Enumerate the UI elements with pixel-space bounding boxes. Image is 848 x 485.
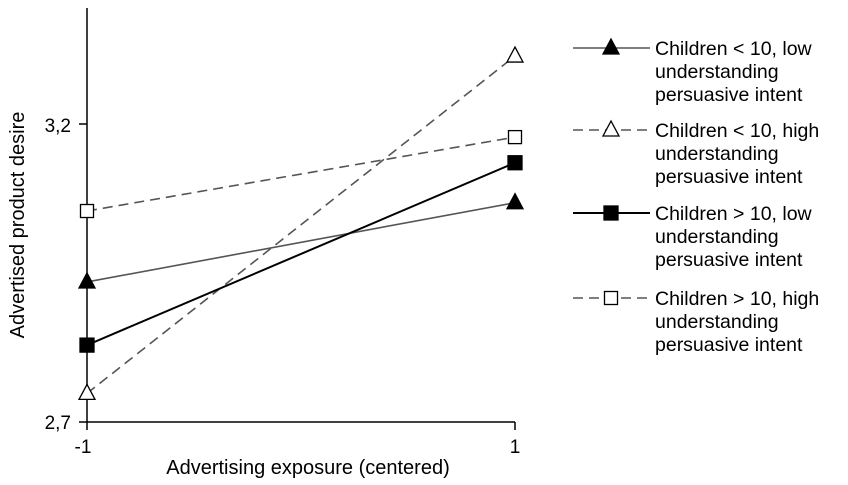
y-tick-label: 2,7 [45,413,71,434]
legend-label: Children < 10, low [655,38,813,60]
x-tick-label: 1 [510,437,521,458]
triangle-marker [77,271,97,289]
y-axis-title: Advertised product desire [7,112,29,339]
legend-marker-2 [601,119,621,137]
legend-label: understanding [655,143,779,165]
triangle-marker [505,192,525,210]
square-marker [79,203,95,219]
triangle-marker [505,45,525,63]
legend-label: Children > 10, high [655,288,819,310]
legend-marker-1 [601,37,621,55]
legend-label: Children < 10, high [655,120,819,142]
legend-label: understanding [655,311,779,333]
legend-label: Children > 10, low [655,203,813,225]
legend-label: persuasive intent [655,249,803,271]
legend-label: persuasive intent [655,84,803,106]
series-line-2 [86,55,516,395]
triangle-marker [77,383,97,401]
legend-label: persuasive intent [655,166,803,188]
series-line-1 [86,201,516,283]
x-axis-title: Advertising exposure (centered) [166,457,449,479]
series-lines [86,55,516,395]
y-tick-label: 3,2 [45,116,71,137]
axis-ticks [79,123,516,430]
legend-label: understanding [655,61,779,83]
data-markers [77,45,525,401]
series-line-4 [86,136,516,212]
square-marker [507,129,523,145]
legend-label: persuasive intent [655,334,803,356]
square-marker [507,155,523,171]
legend: Children < 10, lowunderstandingpersuasiv… [573,37,819,356]
legend-label: understanding [655,226,779,248]
tick-labels: 2,7 3,2 -1 1 [45,116,521,458]
legend-marker-4 [603,290,619,306]
square-marker [79,337,95,353]
series-line-3 [86,161,516,347]
x-tick-label: -1 [75,437,92,458]
legend-marker-3 [603,205,619,221]
